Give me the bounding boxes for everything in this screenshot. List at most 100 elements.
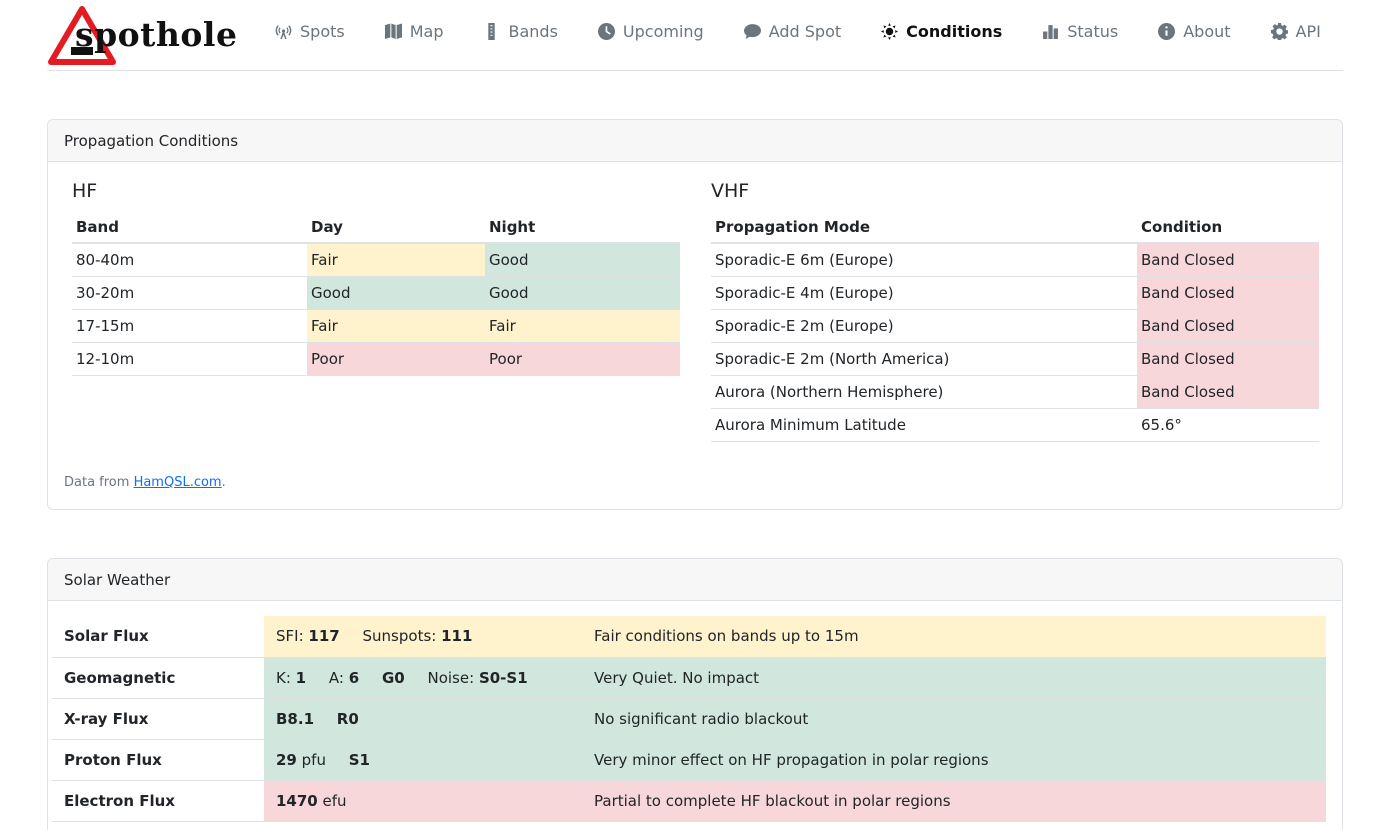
- condition-cell: Band Closed: [1137, 243, 1319, 277]
- map-icon: [384, 23, 402, 39]
- table-row: Sporadic-E 2m (Europe) Band Closed: [711, 309, 1319, 343]
- nav-item-about[interactable]: About: [1158, 22, 1231, 41]
- noise-label: Noise:: [427, 668, 475, 687]
- geomagnetic-row: Geomagnetic K: 1 A: 6 G0 Noise: S0-S1 Ve…: [52, 657, 1326, 699]
- nav-label: Conditions: [906, 22, 1003, 41]
- solar-weather-card: Solar Weather Solar Flux SFI: 117 Sunspo…: [47, 558, 1343, 830]
- day-cell: Good: [307, 276, 485, 310]
- xray-value: B8.1: [276, 709, 315, 728]
- gear-icon: [1270, 23, 1288, 40]
- table-row: 30-20m Good Good: [72, 276, 680, 310]
- table-row: Aurora (Northern Hemisphere) Band Closed: [711, 375, 1319, 409]
- a-value: 6: [348, 668, 360, 687]
- solar-flux-row: Solar Flux SFI: 117 Sunspots: 111 Fair c…: [52, 616, 1326, 658]
- nav-item-add-spot[interactable]: Add Spot: [743, 22, 842, 41]
- row-description: Fair conditions on bands up to 15m: [582, 616, 1326, 658]
- condition-cell: Band Closed: [1137, 375, 1319, 409]
- nav-item-conditions[interactable]: Conditions: [881, 22, 1002, 41]
- column-header: Band: [72, 211, 307, 244]
- sunspots-value: 111: [441, 627, 473, 646]
- vhf-title: VHF: [711, 180, 750, 202]
- night-cell: Fair: [485, 309, 680, 343]
- condition-cell: Band Closed: [1137, 342, 1319, 376]
- data-source-note: Data from HamQSL.com.: [64, 475, 226, 490]
- clock-icon: [597, 23, 615, 40]
- electron-row: Electron Flux 1470 efu Partial to comple…: [52, 780, 1326, 822]
- row-values: 29 pfu S1: [264, 739, 582, 781]
- sun-icon: [881, 23, 899, 40]
- a-label: A:: [328, 668, 344, 687]
- s-scale: S1: [348, 750, 370, 769]
- night-cell: Good: [485, 243, 680, 277]
- info-icon: [1158, 23, 1176, 40]
- column-header: Condition: [1137, 211, 1319, 244]
- nav-item-bands[interactable]: Bands: [483, 22, 558, 41]
- mode-cell: Sporadic-E 6m (Europe): [711, 243, 1137, 277]
- band-cell: 12-10m: [72, 342, 307, 376]
- footnote-suffix: .: [221, 475, 226, 490]
- electron-unit: efu: [322, 791, 347, 810]
- row-label: Solar Flux: [52, 616, 264, 658]
- row-values: 1470 efu: [264, 780, 582, 822]
- radio-tower-icon: [275, 25, 292, 39]
- condition-cell: Band Closed: [1137, 276, 1319, 310]
- navbar: spothole Spots Map Bands Upcoming Add Sp…: [47, 0, 1343, 71]
- hf-title: HF: [72, 180, 98, 202]
- k-value: 1: [295, 668, 307, 687]
- row-description: Very Quiet. No impact: [582, 657, 1326, 699]
- nav-item-status[interactable]: Status: [1042, 22, 1118, 41]
- day-cell: Fair: [307, 309, 485, 343]
- nav-item-spots[interactable]: Spots: [275, 22, 345, 41]
- table-row: 17-15m Fair Fair: [72, 309, 680, 343]
- k-label: K:: [276, 668, 291, 687]
- nav-label: Add Spot: [768, 22, 842, 41]
- ruler-icon: [488, 23, 496, 40]
- nav-label: About: [1183, 22, 1231, 41]
- night-cell: Poor: [485, 342, 680, 376]
- nav-item-upcoming[interactable]: Upcoming: [597, 22, 704, 41]
- table-row: Aurora Minimum Latitude 65.6°: [711, 408, 1319, 442]
- g-scale: G0: [381, 668, 405, 687]
- solar-table: Solar Flux SFI: 117 Sunspots: 111 Fair c…: [52, 616, 1326, 822]
- nav-item-map[interactable]: Map: [384, 22, 444, 41]
- mode-cell: Aurora Minimum Latitude: [711, 408, 1137, 442]
- mode-cell: Sporadic-E 2m (North America): [711, 342, 1137, 376]
- nav-label: Bands: [508, 22, 558, 41]
- mode-cell: Sporadic-E 2m (Europe): [711, 309, 1137, 343]
- nav-item-api[interactable]: API: [1270, 22, 1321, 41]
- column-header: Day: [307, 211, 485, 244]
- condition-cell: 65.6°: [1137, 408, 1319, 442]
- table-row: Sporadic-E 2m (North America) Band Close…: [711, 342, 1319, 376]
- band-cell: 30-20m: [72, 276, 307, 310]
- row-description: Very minor effect on HF propagation in p…: [582, 739, 1326, 781]
- hf-table: Band Day Night 80-40m Fair Good 30-20m G…: [72, 211, 680, 376]
- night-cell: Good: [485, 276, 680, 310]
- sfi-value: 117: [308, 627, 340, 646]
- vhf-table: Propagation Mode Condition Sporadic-E 6m…: [711, 211, 1319, 442]
- footnote-prefix: Data from: [64, 475, 134, 490]
- nav-label: Upcoming: [622, 22, 704, 41]
- row-label: Geomagnetic: [52, 657, 264, 699]
- electron-value: 1470: [276, 791, 318, 810]
- day-cell: Fair: [307, 243, 485, 277]
- row-values: K: 1 A: 6 G0 Noise: S0-S1: [264, 657, 582, 699]
- nav-label: Map: [409, 22, 444, 41]
- row-description: No significant radio blackout: [582, 698, 1326, 740]
- row-description: Partial to complete HF blackout in polar…: [582, 780, 1326, 822]
- hamqsl-link[interactable]: HamQSL.com: [133, 475, 222, 490]
- logo[interactable]: spothole: [47, 5, 242, 65]
- row-label: Electron Flux: [52, 780, 264, 822]
- table-row: Sporadic-E 6m (Europe) Band Closed: [711, 243, 1319, 277]
- table-row: Sporadic-E 4m (Europe) Band Closed: [711, 276, 1319, 310]
- card-title: Propagation Conditions: [48, 120, 1342, 162]
- card-title: Solar Weather: [48, 559, 1342, 601]
- day-cell: Poor: [307, 342, 485, 376]
- propagation-card: Propagation Conditions HF Band Day Night…: [47, 119, 1343, 510]
- xray-row: X-ray Flux B8.1 R0 No significant radio …: [52, 698, 1326, 740]
- comment-icon: [743, 24, 761, 39]
- row-label: Proton Flux: [52, 739, 264, 781]
- row-label: X-ray Flux: [52, 698, 264, 740]
- nav-label: API: [1295, 22, 1321, 41]
- proton-value: 29: [276, 750, 297, 769]
- nav-label: Spots: [300, 22, 345, 41]
